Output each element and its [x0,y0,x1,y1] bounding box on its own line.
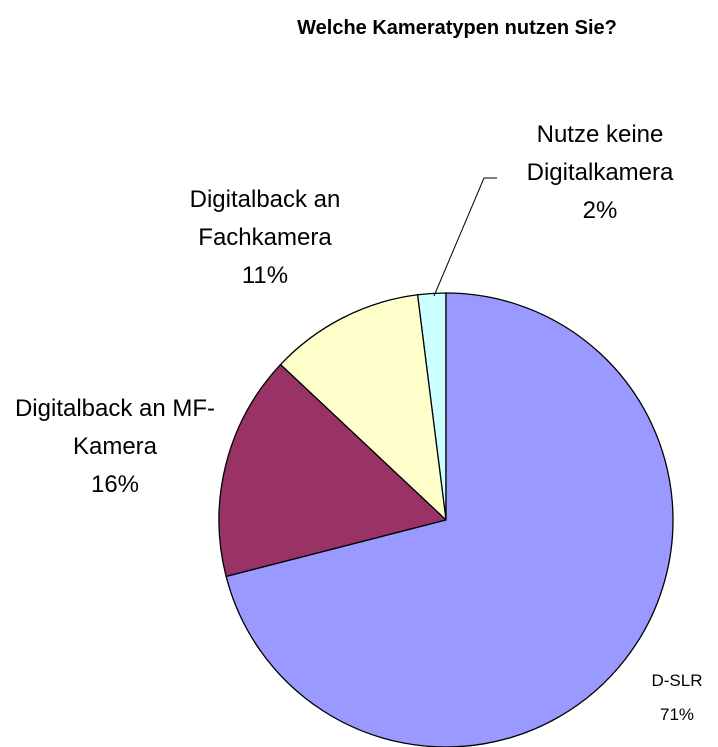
value-label: 2% [582,197,618,224]
category-label: Digitalback an MF-Kamera [14,395,216,460]
slice-label: Digitalback an Fachkamera 11% [155,181,375,295]
value-label: 71% [659,705,695,724]
category-label: Digitalback an Fachkamera [189,186,341,251]
value-label: 16% [90,471,140,498]
leader-line [433,177,497,297]
pie-slice [225,292,674,747]
pie-slice [218,363,448,578]
slice-label: Digitalback an MF-Kamera 16% [5,390,225,504]
slice-label: Nutze keine Digitalkamera 2% [495,116,705,230]
value-label: 11% [241,262,289,289]
slice-label: D-SLR 71% [637,664,717,732]
pie-slice [279,294,447,522]
category-label: D-SLR [651,671,703,690]
chart-title: Welche Kameratypen nutzen Sie? [297,17,617,39]
category-label: Nutze keine Digitalkamera [526,121,674,186]
